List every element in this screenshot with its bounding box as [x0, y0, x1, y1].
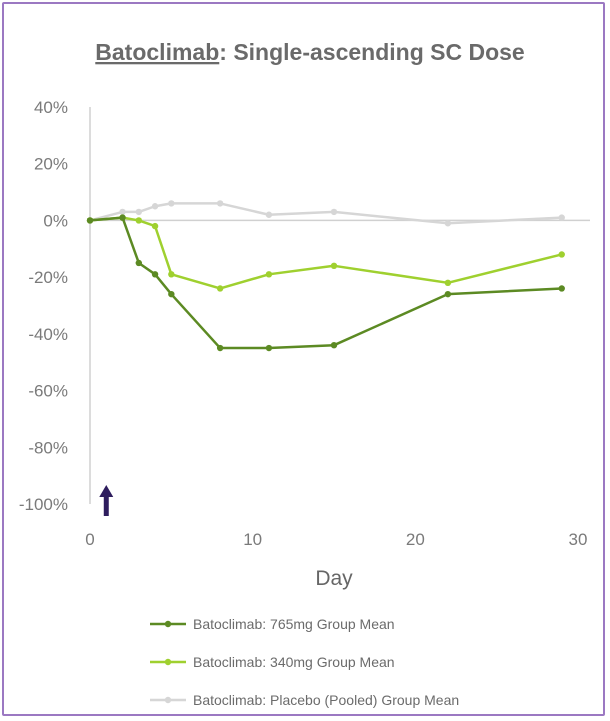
legend-swatch-marker [164, 658, 172, 666]
legend-label: Batoclimab: Placebo (Pooled) Group Mean [193, 692, 459, 708]
series-line [89, 202, 562, 225]
legend-swatch-marker [164, 620, 172, 628]
arrow-shaft [103, 496, 109, 516]
arrow-head [99, 485, 114, 497]
data-point [216, 285, 224, 292]
y-tick-label: 40% [34, 98, 68, 117]
data-point [265, 271, 273, 278]
series-layer [86, 200, 565, 352]
data-point [330, 342, 338, 349]
data-point [168, 290, 175, 298]
data-point [558, 251, 565, 258]
x-tick-label: 0 [85, 530, 94, 549]
legend-entry: Batoclimab: 340mg Group Mean [150, 654, 395, 670]
data-point [135, 208, 142, 216]
y-tick-label: -60% [28, 382, 68, 401]
y-tick-labels: 40% 20% 0% -20% -40% -60% -80% -100% [19, 98, 68, 514]
x-tick-label: 20 [406, 530, 425, 549]
y-tick-label: -100% [19, 495, 68, 514]
data-point [444, 279, 452, 287]
data-point [135, 259, 142, 267]
data-point [444, 220, 452, 227]
data-point [119, 214, 126, 221]
legend: Batoclimab: 765mg Group Mean Batoclimab: … [150, 616, 459, 708]
x-tick-labels: 0 10 20 30 [85, 530, 587, 549]
legend-label: Batoclimab: 340mg Group Mean [193, 654, 395, 670]
series-1 [86, 214, 565, 352]
legend-entry: Batoclimab: 765mg Group Mean [150, 616, 395, 632]
x-axis-title: Day [315, 567, 353, 590]
data-point [168, 271, 175, 278]
chart-frame [2, 2, 605, 716]
legend-entry: Batoclimab: Placebo (Pooled) Group Mean [150, 692, 459, 708]
data-point [330, 262, 338, 269]
data-point [135, 217, 142, 224]
data-point [151, 222, 159, 230]
data-point [86, 217, 94, 224]
data-point [119, 208, 126, 216]
data-point [265, 344, 273, 352]
data-point [558, 214, 565, 221]
data-point [216, 200, 224, 207]
chart-title: Batoclimab: Single-ascending SC Dose [95, 39, 524, 65]
data-point [151, 203, 159, 210]
data-point [216, 344, 224, 352]
data-point [330, 208, 338, 216]
x-tick-label: 10 [243, 530, 262, 549]
data-point [265, 211, 273, 218]
x-tick-label: 30 [569, 530, 588, 549]
legend-label: Batoclimab: 765mg Group Mean [193, 616, 395, 632]
chart-title-prefix: Batoclimab [95, 39, 219, 65]
series-3 [86, 200, 565, 227]
series-line [89, 216, 562, 350]
series-line [89, 216, 563, 290]
y-tick-label: -20% [28, 268, 68, 287]
data-point [168, 200, 175, 207]
y-tick-label: 20% [34, 155, 68, 174]
y-tick-label: 0% [43, 211, 68, 230]
chart-title-suffix: : Single-ascending SC Dose [219, 39, 524, 65]
data-point [444, 290, 452, 298]
data-point [151, 271, 159, 278]
y-tick-label: -40% [28, 325, 68, 344]
axes [89, 107, 590, 504]
legend-swatch-marker [164, 696, 172, 704]
dose-arrow-annotation [99, 485, 114, 516]
data-point [558, 285, 565, 292]
y-tick-label: -80% [28, 438, 68, 457]
